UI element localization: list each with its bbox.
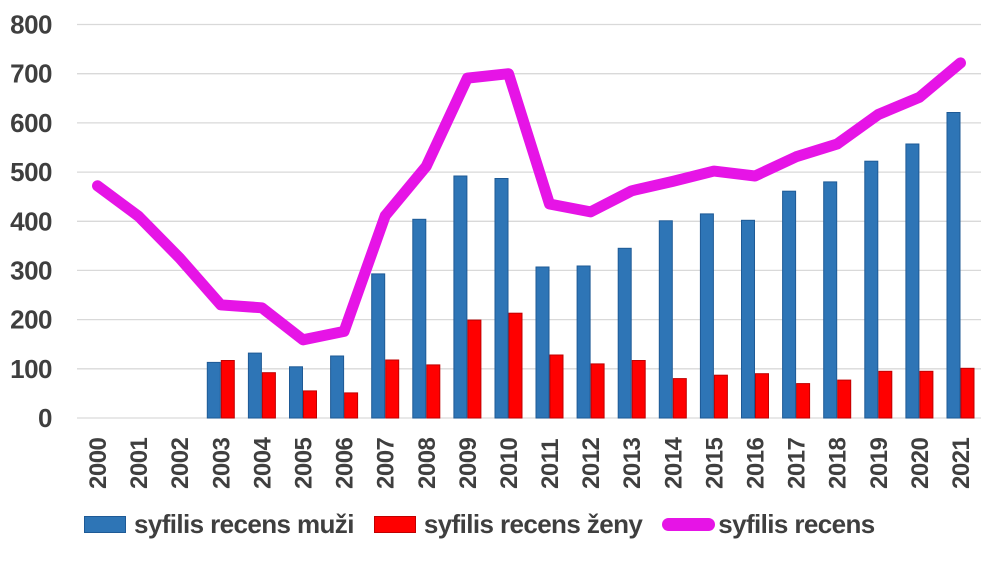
x-tick-label: 2002: [167, 437, 194, 489]
bar-muzi-2011: [535, 266, 550, 419]
legend-label-total: syfilis recens: [718, 509, 875, 539]
x-tick-label: 2005: [291, 437, 318, 489]
bar-muzi-2009: [453, 175, 468, 419]
bar-muzi-2006: [330, 355, 345, 419]
y-tick-label: 300: [10, 255, 52, 285]
x-tick-label: 2000: [85, 437, 112, 489]
x-tick-label: 2015: [701, 437, 728, 489]
bar-muzi-2008: [412, 218, 427, 419]
bar-zeny-2014: [672, 378, 687, 419]
bar-zeny-2021: [960, 367, 975, 419]
x-tick-label: 2008: [414, 437, 441, 489]
bar-muzi-2015: [699, 213, 714, 419]
x-tick-label: 2016: [743, 437, 770, 489]
bar-muzi-2013: [617, 247, 632, 419]
bar-zeny-2017: [796, 383, 811, 419]
bar-muzi-2003: [206, 361, 221, 419]
bar-zeny-2020: [919, 370, 934, 419]
x-tick-label: 2001: [126, 437, 153, 489]
x-tick-label: 2020: [907, 437, 934, 489]
bar-zeny-2011: [549, 354, 564, 419]
bar-muzi-2010: [494, 178, 509, 419]
bar-zeny-2007: [385, 359, 400, 419]
legend-label-muzi: syfilis recens muži: [134, 509, 354, 539]
bar-zeny-2013: [631, 360, 646, 419]
bar-zeny-2005: [303, 390, 317, 419]
x-tick-label: 2004: [249, 436, 276, 489]
bar-zeny-2006: [344, 392, 359, 419]
chart-legend: syfilis recens muži syfilis recens ženy …: [84, 509, 875, 540]
x-tick-label: 2009: [455, 437, 482, 489]
y-tick-label: 0: [38, 403, 52, 433]
x-tick-label: 2014: [660, 436, 687, 489]
y-tick-label: 600: [10, 108, 52, 138]
bar-muzi-2004: [247, 352, 262, 419]
x-tick-label: 2019: [866, 437, 893, 489]
bar-muzi-2020: [905, 143, 920, 419]
legend-item-total: syfilis recens: [662, 509, 875, 540]
y-tick-label: 400: [10, 206, 52, 236]
y-tick-label: 500: [10, 157, 52, 187]
bar-zeny-2008: [426, 364, 441, 419]
total-line: [92, 57, 966, 346]
bar-muzi-2018: [823, 181, 838, 419]
x-tick-label: 2011: [537, 439, 564, 489]
x-tick-label: 2018: [825, 437, 852, 489]
legend-item-zeny: syfilis recens ženy: [373, 509, 643, 540]
x-tick-label: 2017: [784, 437, 811, 489]
legend-line-marker-icon: [662, 518, 716, 531]
bar-zeny-2004: [261, 372, 276, 419]
bar-muzi-2017: [782, 190, 797, 419]
bar-muzi-2014: [658, 220, 673, 419]
y-tick-label: 700: [10, 59, 52, 89]
legend-swatch-muzi-icon: [84, 516, 126, 533]
x-tick-label: 2010: [496, 437, 523, 489]
y-tick-label: 800: [10, 10, 52, 40]
legend-label-zeny: syfilis recens ženy: [423, 509, 643, 539]
bar-muzi-2012: [576, 265, 591, 419]
bar-zeny-2009: [467, 319, 482, 419]
bar-muzi-2005: [289, 366, 303, 419]
bar-zeny-2010: [508, 312, 523, 419]
x-tick-label: 2007: [373, 437, 400, 489]
x-tick-label: 2012: [578, 437, 605, 489]
bar-zeny-2003: [220, 360, 235, 419]
y-tick-label: 100: [10, 354, 52, 384]
bar-zeny-2012: [590, 363, 605, 419]
x-tick-label: 2013: [619, 437, 646, 489]
x-tick-label: 2021: [948, 437, 975, 489]
legend-swatch-zeny-icon: [373, 516, 416, 533]
bar-muzi-2021: [946, 112, 961, 419]
y-tick-label: 200: [10, 305, 52, 335]
x-tick-label: 2003: [208, 437, 235, 489]
bar-zeny-2015: [713, 374, 728, 419]
legend-item-muzi: syfilis recens muži: [84, 509, 354, 540]
bar-muzi-2019: [864, 160, 879, 419]
bar-zeny-2019: [878, 370, 893, 419]
bar-muzi-2007: [371, 273, 386, 419]
x-tick-label: 2006: [332, 437, 359, 489]
bar-zeny-2016: [755, 373, 769, 419]
bar-muzi-2016: [741, 219, 755, 419]
bar-zeny-2018: [837, 379, 852, 419]
